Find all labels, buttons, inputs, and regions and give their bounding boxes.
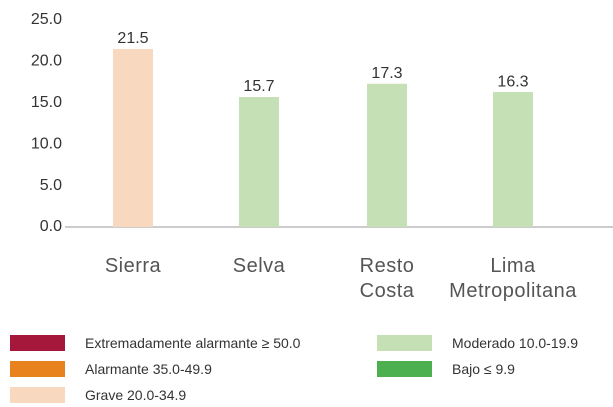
y-tick-label: 0.0 [40, 218, 62, 235]
bar [367, 83, 407, 227]
data-label: 21.5 [117, 30, 148, 47]
x-tick-label: Sierra [104, 255, 162, 277]
x-tick-label: Selva [232, 255, 286, 277]
data-label: 17.3 [371, 65, 402, 82]
data-label: 16.3 [497, 73, 528, 90]
x-tick-label: Resto Costa [359, 255, 415, 302]
y-tick-label: 25.0 [31, 11, 62, 28]
legend-swatch [377, 361, 432, 377]
legend-swatch [377, 335, 432, 351]
legend-label: Moderado 10.0-19.9 [452, 335, 579, 351]
y-tick-label: 5.0 [40, 177, 62, 194]
y-tick-label: 20.0 [31, 53, 62, 70]
bar [239, 97, 279, 227]
legend-label: Alarmante 35.0-49.9 [85, 361, 212, 377]
legend-label: Grave 20.0-34.9 [85, 387, 187, 403]
y-tick-label: 10.0 [31, 135, 62, 152]
legend-label: Extremadamente alarmante ≥ 50.0 [85, 335, 301, 351]
legend-swatch [10, 387, 65, 403]
legend-label: Bajo ≤ 9.9 [452, 361, 515, 377]
y-tick-label: 15.0 [31, 94, 62, 111]
legend-swatch [10, 335, 65, 351]
bar [493, 92, 533, 227]
bar [113, 48, 153, 228]
x-tick-label: Lima Metropolitana [449, 255, 577, 302]
legend-swatch [10, 361, 65, 377]
data-label: 15.7 [243, 78, 274, 95]
